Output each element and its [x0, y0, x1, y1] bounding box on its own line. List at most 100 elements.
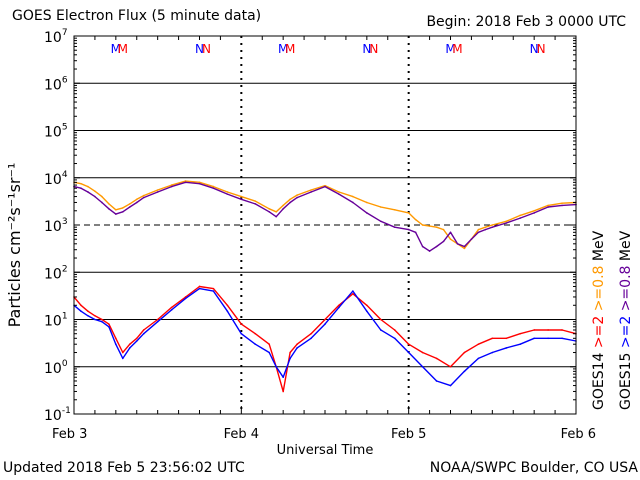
data-point: [547, 329, 549, 331]
data-point: [282, 204, 284, 207]
legend-goes15: GOES15 >=2 >=0.8 MeV: [618, 230, 634, 410]
data-point: [442, 240, 445, 243]
data-point: [310, 337, 312, 340]
data-point: [379, 206, 382, 208]
data-point: [407, 228, 410, 231]
data-point: [310, 189, 312, 191]
data-point: [533, 337, 535, 340]
data-point: [505, 347, 508, 349]
data-point: [226, 304, 229, 307]
data-point: [282, 208, 284, 210]
y-tick-label: 10-1: [44, 406, 71, 424]
mn-marker: M: [278, 42, 288, 56]
data-point: [80, 304, 82, 307]
data-point: [184, 181, 187, 184]
data-point: [101, 318, 103, 321]
data-point: [393, 329, 396, 331]
data-point: [122, 207, 124, 209]
data-point: [421, 245, 424, 248]
mn-marker: M: [285, 42, 295, 56]
data-point: [547, 206, 549, 208]
mn-marker: N: [202, 42, 211, 56]
data-point: [414, 218, 417, 221]
data-point: [101, 201, 103, 204]
data-point: [421, 224, 424, 226]
mn-marker: M: [452, 42, 462, 56]
data-point: [87, 191, 89, 193]
marker-layer: MM NN MM NN MM NN: [111, 42, 546, 56]
data-point: [393, 226, 396, 228]
data-point: [101, 320, 103, 323]
data-point: [135, 198, 138, 201]
series-line: [73, 180, 577, 250]
data-point: [366, 201, 368, 204]
data-point: [142, 329, 145, 331]
data-point: [122, 357, 124, 360]
data-point: [240, 323, 243, 325]
data-point: [128, 343, 131, 346]
data-point: [198, 287, 201, 290]
data-point: [275, 215, 277, 218]
data-point: [435, 226, 438, 228]
data-point: [505, 220, 508, 223]
data-point: [533, 212, 535, 214]
data-point: [80, 182, 82, 185]
data-point: [484, 228, 487, 231]
data-point: [268, 343, 271, 346]
data-point: [352, 292, 354, 295]
y-tick-label: 107: [44, 28, 68, 46]
data-point: [142, 332, 145, 335]
data-point: [379, 318, 382, 321]
data-point: [226, 193, 229, 195]
data-point: [184, 297, 187, 300]
data-point: [338, 306, 340, 309]
y-tick-label: 100: [44, 359, 68, 377]
data-point: [442, 228, 445, 231]
mn-marker: N: [369, 42, 378, 56]
mn-marker: M: [111, 42, 121, 56]
data-point: [470, 238, 473, 241]
data-point: [226, 310, 229, 312]
data-point: [212, 185, 215, 188]
data-point: [170, 306, 173, 309]
data-point: [463, 245, 466, 248]
data-point: [296, 343, 298, 346]
data-point: [379, 220, 382, 223]
data-point: [338, 191, 340, 193]
data-point: [393, 337, 396, 340]
data-point: [254, 203, 257, 205]
data-point: [80, 310, 82, 312]
x-tick-label: Feb 4: [224, 427, 259, 442]
data-point: [491, 224, 494, 226]
data-point: [449, 365, 452, 368]
data-point: [435, 380, 438, 382]
data-point: [324, 185, 326, 188]
data-point: [491, 226, 494, 228]
data-point: [240, 198, 243, 201]
x-tick-label: Feb 5: [391, 427, 426, 442]
y-tick-label: 101: [44, 312, 68, 330]
data-point: [477, 343, 480, 346]
data-point: [212, 290, 215, 292]
data-point: [324, 323, 326, 325]
plot-frame: [73, 35, 577, 415]
series-layer: [73, 180, 577, 393]
data-point: [212, 187, 215, 190]
data-point: [254, 332, 257, 335]
data-point: [128, 203, 131, 205]
data-point: [275, 365, 277, 368]
legend-goes14: GOES14 >=2 >=0.8 MeV: [591, 230, 607, 410]
data-point: [296, 196, 298, 199]
data-point: [407, 212, 410, 214]
mn-marker: M: [445, 42, 455, 56]
data-point: [198, 285, 201, 288]
data-point: [108, 208, 110, 210]
data-point: [115, 343, 117, 346]
data-point: [115, 208, 117, 211]
data-point: [561, 329, 563, 331]
data-point: [338, 193, 340, 195]
begin-time-label: Begin: 2018 Feb 3 0000 UTC: [426, 14, 626, 30]
data-point: [296, 347, 298, 349]
legend: GOES14 >=2 >=0.8 MeV GOES15 >=2 >=0.8 MeV: [591, 230, 634, 410]
